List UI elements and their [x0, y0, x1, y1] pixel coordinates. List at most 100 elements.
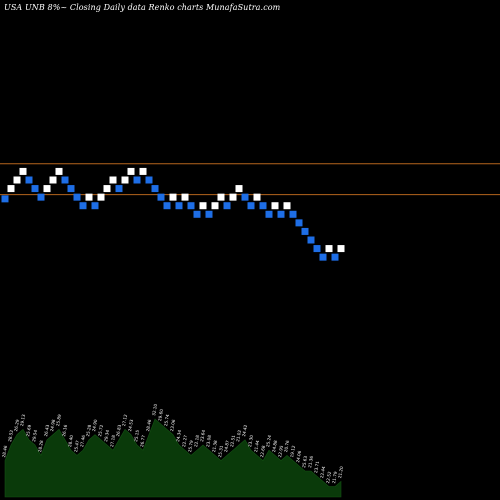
- renko-brick: [229, 193, 237, 201]
- volume-label: 22.68: [259, 445, 266, 458]
- renko-brick: [241, 193, 249, 201]
- renko-brick: [121, 176, 129, 184]
- volume-label: 23.30: [247, 434, 254, 447]
- volume-label: 21.02: [235, 429, 242, 442]
- volume-label: 25.74: [163, 414, 170, 427]
- volume-label: 22.95: [277, 445, 284, 458]
- volume-label: 24.53: [127, 419, 134, 432]
- volume-label: 24.06: [295, 450, 302, 463]
- renko-brick: [247, 202, 255, 210]
- renko-brick: [61, 176, 69, 184]
- renko-brick: [139, 167, 147, 175]
- volume-label: 29.54: [31, 429, 38, 442]
- renko-brick: [271, 202, 279, 210]
- volume-label: 25.69: [25, 424, 32, 437]
- volume-label: 25.31: [217, 445, 224, 458]
- renko-bricks: [1, 167, 345, 261]
- renko-brick: [55, 167, 63, 175]
- volume-label: 28.52: [7, 429, 14, 442]
- renko-brick: [283, 202, 291, 210]
- renko-brick: [103, 185, 111, 193]
- renko-brick: [151, 185, 159, 193]
- chart-title: USA UNB 8%~ Closing Daily data Renko cha…: [4, 3, 281, 12]
- volume-label: 21.38: [211, 440, 218, 453]
- renko-brick: [133, 176, 141, 184]
- volume-label: 23.64: [199, 429, 206, 442]
- renko-brick: [313, 245, 321, 253]
- volume-label: 21.79: [331, 471, 338, 484]
- volume-label: 27.12: [121, 414, 128, 427]
- volume-label: 22.27: [181, 434, 188, 447]
- renko-brick: [265, 210, 273, 218]
- renko-brick: [25, 176, 33, 184]
- volume-area: [4, 418, 342, 498]
- renko-brick: [85, 193, 93, 201]
- volume-label: 24.90: [91, 419, 98, 432]
- renko-brick: [79, 202, 87, 210]
- renko-brick: [301, 227, 309, 235]
- volume-label: 22.52: [325, 471, 332, 484]
- renko-brick: [217, 193, 225, 201]
- renko-brick: [193, 210, 201, 218]
- volume-label: 21.44: [253, 440, 260, 453]
- volume-label: 28.46: [1, 445, 8, 458]
- volume-label: 25.47: [73, 440, 80, 453]
- renko-brick: [109, 176, 117, 184]
- volume-label: 24.98: [49, 419, 56, 432]
- renko-brick: [187, 202, 195, 210]
- volume-label: 25.89: [55, 414, 62, 427]
- renko-brick: [289, 210, 297, 218]
- volume-label: 23.71: [313, 460, 320, 473]
- renko-brick: [73, 193, 81, 201]
- volume-label: 29.13: [19, 414, 26, 427]
- renko-brick: [91, 202, 99, 210]
- renko-brick: [205, 210, 213, 218]
- renko-brick: [97, 193, 105, 201]
- renko-brick: [7, 185, 15, 193]
- renko-brick: [19, 167, 27, 175]
- volume-label: 25.72: [97, 424, 104, 437]
- volume-fill: [4, 418, 342, 498]
- renko-brick: [175, 202, 183, 210]
- renko-brick: [43, 185, 51, 193]
- renko-brick: [169, 193, 177, 201]
- volume-label: 32.10: [151, 403, 158, 416]
- renko-brick: [181, 193, 189, 201]
- volume-label: 26.77: [139, 434, 146, 447]
- volume-label: 26.29: [13, 419, 20, 432]
- renko-brick: [31, 185, 39, 193]
- renko-brick: [145, 176, 153, 184]
- renko-brick: [163, 202, 171, 210]
- volume-label: 28.28: [37, 440, 44, 453]
- volume-label: 26.83: [115, 424, 122, 437]
- reference-lines: [0, 163, 500, 196]
- renko-brick: [199, 202, 207, 210]
- volume-label: 22.18: [193, 434, 200, 447]
- renko-brick: [337, 245, 345, 253]
- volume-label: 27.18: [109, 434, 116, 447]
- volume-label: 25.63: [301, 455, 308, 468]
- renko-brick: [253, 193, 261, 201]
- renko-brick: [127, 167, 135, 175]
- volume-label: 19.12: [289, 445, 296, 458]
- volume-label: 23.08: [205, 434, 212, 447]
- renko-brick: [325, 245, 333, 253]
- volume-label: 26.43: [43, 424, 50, 437]
- renko-brick: [235, 185, 243, 193]
- volume-label: 25.79: [187, 440, 194, 453]
- volume-label: 21.36: [307, 455, 314, 468]
- volume-label: 22.51: [229, 434, 236, 447]
- volume-label: 24.87: [223, 440, 230, 453]
- volume-label: 29.60: [157, 408, 164, 421]
- volume-label: 28.40: [67, 434, 74, 447]
- volume-label: 22.44: [319, 466, 326, 479]
- renko-brick: [277, 210, 285, 218]
- renko-brick: [319, 253, 327, 261]
- volume-label: 24.42: [241, 424, 248, 437]
- volume-label: 25.15: [133, 429, 140, 442]
- volume-label: 25.28: [85, 424, 92, 437]
- volume-label: 21.20: [337, 466, 344, 479]
- volume-label: 24.88: [271, 440, 278, 453]
